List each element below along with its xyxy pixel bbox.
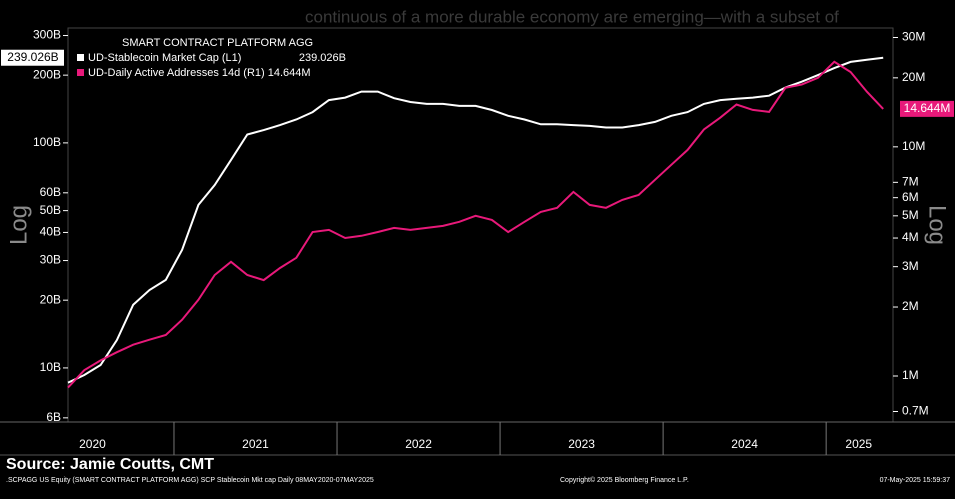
y-tick-label: 100B (33, 135, 61, 149)
legend-title: SMART CONTRACT PLATFORM AGG (122, 37, 313, 49)
y2-tick-label: 1M (902, 368, 919, 382)
y-tick-label: 20B (40, 292, 61, 306)
footer-center: Copyright© 2025 Bloomberg Finance L.P. (560, 476, 689, 484)
y2-tick-label: 0.7M (902, 404, 929, 418)
last-value-tag (900, 100, 954, 117)
y2-tick-label: 30M (902, 30, 925, 44)
footer-left: .SCPAGG US Equity (SMART CONTRACT PLATFO… (6, 477, 374, 484)
x-tick-label: 2024 (731, 437, 758, 451)
x-tick-label: 2020 (79, 437, 106, 451)
x-tick-label: 2022 (405, 437, 432, 451)
y-tick-label: 200B (33, 67, 61, 81)
y-tick-label: 6B (46, 410, 61, 424)
y2-tick-label: 7M (902, 175, 919, 189)
last-value-label: 14.644M (904, 101, 951, 115)
y2-tick-label: 10M (902, 139, 925, 153)
y2-tick-label: 3M (902, 259, 919, 273)
y-axis-label: Log (5, 205, 32, 245)
y-tick-label: 300B (33, 28, 61, 42)
y-tick-label: 30B (40, 253, 61, 267)
legend-swatch (77, 54, 84, 61)
x-tick-label: 2025 (845, 437, 872, 451)
overlay-text: continuous of a more durable economy are… (305, 7, 839, 26)
legend-label: UD-Daily Active Addresses 14d (R1) 14.64… (88, 67, 311, 79)
source: Source: Jamie Coutts, CMT (6, 456, 214, 473)
x-tick-label: 2023 (568, 437, 595, 451)
y2-tick-label: 2M (902, 299, 919, 313)
footer-right: 07-May-2025 15:59:37 (880, 477, 951, 484)
x-tick-label: 2021 (242, 437, 269, 451)
last-value-tag (1, 49, 64, 66)
y-tick-label: 50B (40, 203, 61, 217)
y-tick-label: 40B (40, 225, 61, 239)
y-tick-label: 10B (40, 360, 61, 374)
y2-tick-label: 6M (902, 190, 919, 204)
plot-area (67, 27, 894, 423)
series-line (67, 60, 884, 389)
legend-swatch (77, 69, 84, 76)
y2-tick-label: 4M (902, 230, 919, 244)
legend-label: UD-Stablecoin Market Cap (L1) (88, 52, 241, 64)
legend-value: 239.026B (299, 52, 346, 64)
last-value-label: 239.026B (7, 50, 58, 64)
y2-tick-label: 5M (902, 208, 919, 222)
y2-tick-label: 20M (902, 70, 925, 84)
y-tick-label: 60B (40, 185, 61, 199)
series-line (67, 56, 884, 384)
y2-axis-label: Log (924, 205, 951, 245)
